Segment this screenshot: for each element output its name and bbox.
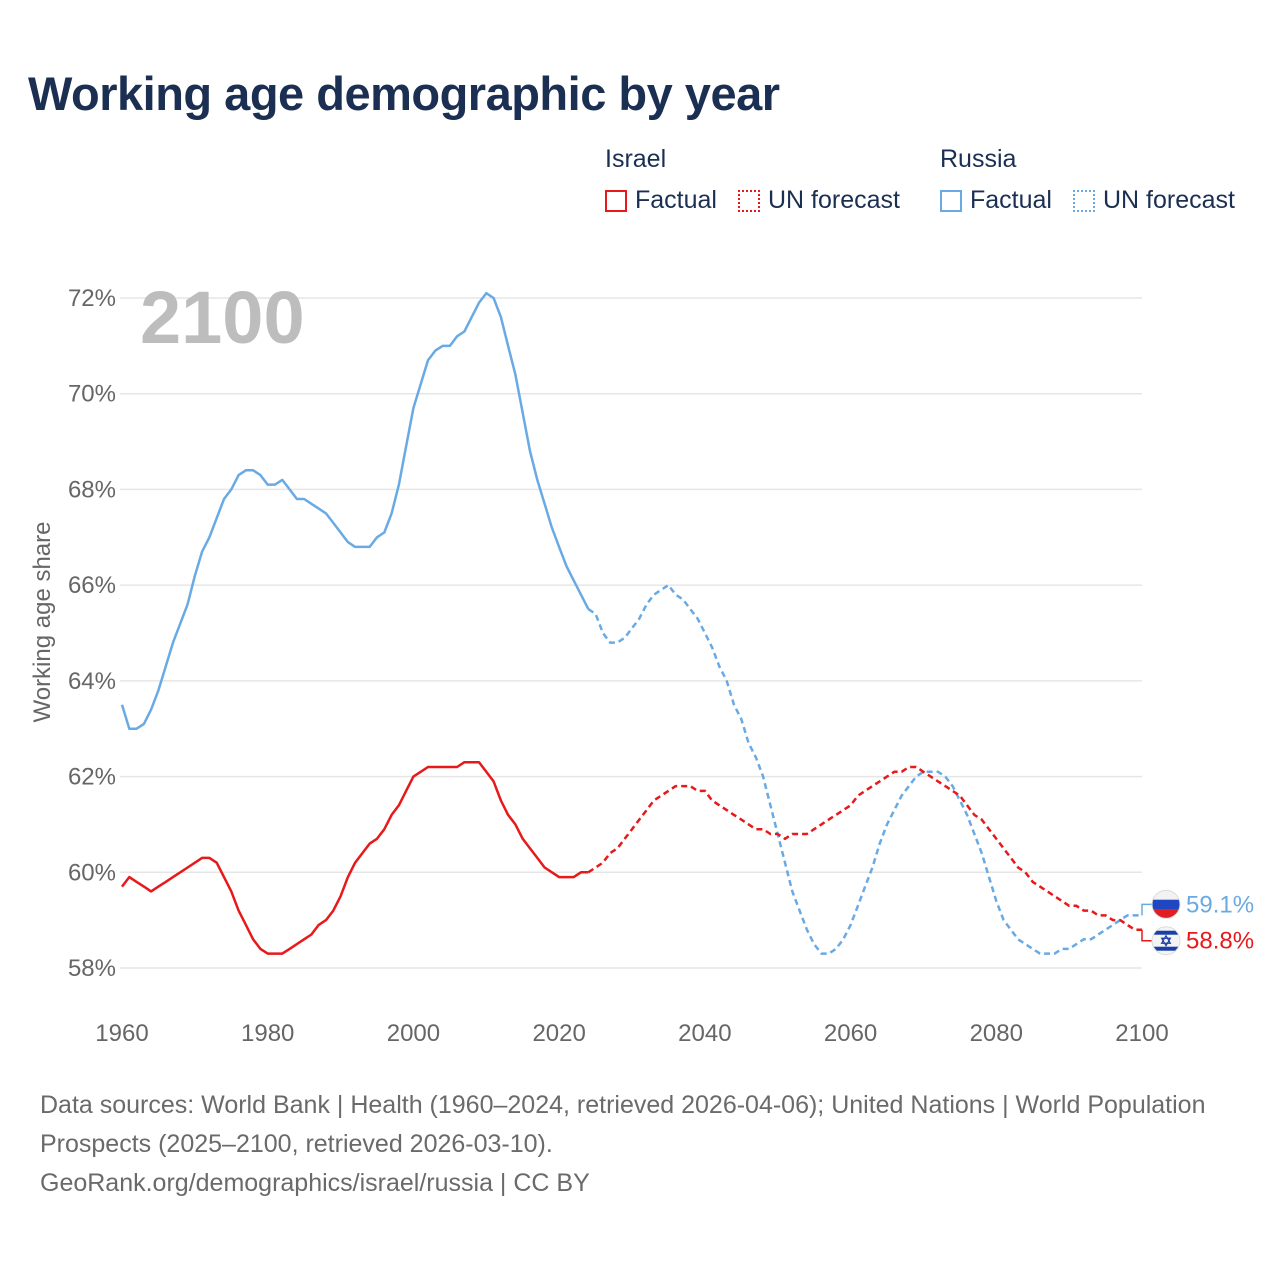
russia-end-value: 59.1%	[1186, 891, 1254, 918]
israel-flag-icon	[1152, 926, 1180, 955]
legend-israel-title: Israel	[605, 145, 667, 173]
grid-lines	[120, 297, 1142, 969]
y-tick-label: 66%	[68, 572, 116, 599]
x-tick-label: 2000	[387, 1020, 440, 1047]
legend-russia-forecast-swatch	[1073, 189, 1095, 212]
legend-israel-forecast-label: UN forecast	[768, 186, 900, 214]
legend-russia-factual[interactable]: Factual	[940, 186, 1052, 215]
x-tick-label: 2100	[1115, 1020, 1168, 1047]
end-labels: 59.1% 58.8%	[1141, 889, 1254, 956]
x-tick-label: 1980	[241, 1020, 294, 1047]
y-tick-label: 72%	[68, 285, 116, 312]
legend-israel-forecast-swatch	[738, 189, 760, 212]
legend-russia-factual-label: Factual	[970, 186, 1052, 214]
x-tick-label: 2080	[970, 1020, 1023, 1047]
x-tick-label: 1960	[95, 1020, 148, 1047]
series-lines	[120, 291, 1142, 955]
israel-end-value: 58.8%	[1186, 928, 1254, 955]
y-tick-label: 70%	[68, 381, 116, 408]
legend-israel-factual-label: Factual	[635, 186, 717, 214]
sources-line-2[interactable]: GeoRank.org/demographics/israel/russia |…	[40, 1169, 590, 1197]
chart-title: Working age demographic by year	[28, 67, 780, 120]
legend-israel-forecast[interactable]: UN forecast	[738, 186, 900, 215]
y-axis-ticks: 58% 60% 62% 64% 66% 68% 70% 72%	[68, 285, 116, 982]
y-tick-label: 64%	[68, 668, 116, 695]
legend-russia-forecast-label: UN forecast	[1103, 186, 1235, 214]
y-tick-label: 62%	[68, 764, 116, 791]
year-display: 2100	[140, 276, 305, 359]
sources-line-1: Data sources: World Bank | Health (1960–…	[40, 1091, 1206, 1158]
israel-end-connector	[1141, 929, 1152, 942]
x-tick-label: 2020	[532, 1020, 585, 1047]
legend-russia-title: Russia	[940, 145, 1017, 173]
x-axis-ticks: 1960 1980 2000 2020 2040 2060 2080 2100	[95, 1020, 1168, 1047]
legend-russia-forecast[interactable]: UN forecast	[1073, 186, 1235, 215]
russia-flag-icon	[1152, 890, 1180, 919]
russia-end-connector	[1141, 903, 1152, 916]
legend-russia-factual-swatch	[940, 189, 962, 212]
y-tick-label: 68%	[68, 476, 116, 503]
russia-forecast-line[interactable]	[587, 583, 1142, 955]
israel-factual-line[interactable]	[121, 760, 589, 955]
x-tick-label: 2040	[678, 1020, 731, 1047]
legend-israel-factual[interactable]: Factual	[605, 186, 717, 215]
x-tick-label: 2060	[824, 1020, 877, 1047]
israel-forecast-line[interactable]	[587, 765, 1142, 931]
russia-factual-line[interactable]	[120, 291, 590, 730]
legend-israel-factual-swatch	[605, 189, 627, 212]
y-tick-label: 60%	[68, 859, 116, 886]
y-axis-label: Working age share	[29, 522, 56, 723]
data-sources: Data sources: World Bank | Health (1960–…	[40, 1086, 1240, 1203]
y-tick-label: 58%	[68, 955, 116, 982]
